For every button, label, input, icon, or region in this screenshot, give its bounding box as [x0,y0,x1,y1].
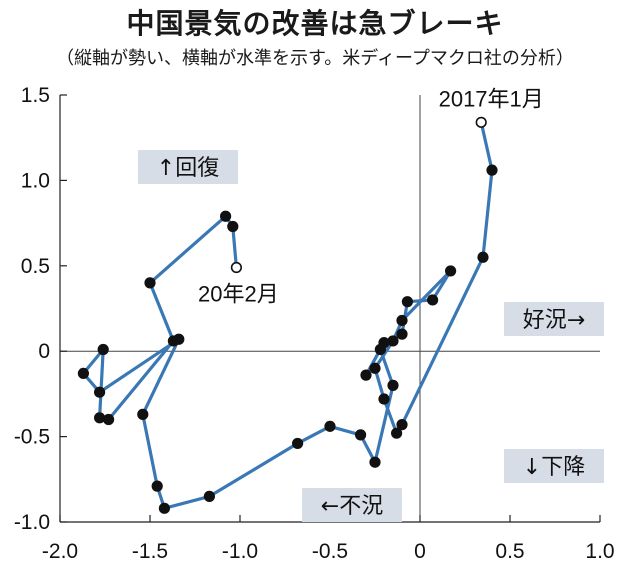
x-tick-label: -1.0 [222,540,258,563]
y-tick-label: 0.5 [21,255,50,278]
data-point [445,265,457,277]
data-point [355,429,367,441]
data-point [227,220,239,233]
y-tick-label: -0.5 [14,426,50,449]
data-point [396,328,408,340]
data-point [94,412,106,424]
data-point [103,413,115,426]
data-point [94,386,106,398]
data-point [486,164,498,176]
quadrant-label-right: 好況→ [504,302,604,336]
x-tick-label: -1.5 [132,540,168,563]
x-tick-label: 1.0 [585,540,614,563]
y-tick-label: 1.0 [21,169,50,192]
quadrant-label-down: ↓下降 [504,449,604,483]
quadrant-text: ↑回復 [157,156,219,181]
data-point [203,490,215,502]
chart-ticks: -2.0 -1.5 -1.0 -0.5 0 0.5 1.0 1.5 1.0 0.5 0 -0.5 -1.… [14,84,615,563]
data-point [387,379,399,391]
data-point [391,427,403,439]
quadrant-label-left: ←不況 [302,488,402,522]
data-point [401,296,413,308]
y-tick-label: -1.0 [14,511,50,534]
data-point [137,408,149,420]
start-label: 2017年1月 [439,86,544,111]
data-point [360,369,372,381]
data-point [220,210,232,222]
data-point [477,251,489,263]
x-tick-label: 0 [414,540,426,563]
quadrant-text: ←不況 [321,494,383,519]
quadrant-label-up: ↑回復 [138,150,238,184]
start-point [475,116,487,128]
y-tick-label: 0 [38,340,50,363]
data-point [374,343,386,356]
data-point [292,437,304,450]
quadrant-text: ↓下降 [523,455,585,480]
y-tick-label: 1.5 [21,84,50,107]
data-point [427,294,439,306]
chart-title: 中国景気の改善は急ブレーキ [126,7,504,40]
data-point [97,343,109,356]
data-point [369,362,381,374]
end-point [230,261,242,274]
data-point [324,420,336,432]
chart-annotations: 2017年1月 20年2月 [198,86,544,306]
chart-subtitle: （縦軸が勢い、横軸が水準を示す。米ディープマクロ社の分析） [56,48,574,69]
data-point [369,456,381,468]
quadrant-box [138,150,238,184]
data-point [158,502,170,514]
x-tick-label: -0.5 [312,540,348,563]
data-point [387,335,399,347]
data-point [396,314,408,327]
quadrant-box [504,302,604,336]
end-label: 20年2月 [198,282,279,307]
data-point [144,277,156,289]
data-point [77,367,89,380]
quadrant-box [504,449,604,483]
data-point [396,419,408,431]
data-point [378,393,390,405]
quadrant-text: 好況→ [523,308,585,333]
x-tick-label: 0.5 [495,540,524,563]
data-point [167,335,179,347]
data-point [151,480,163,492]
quadrant-box [302,488,402,522]
x-tick-label: -2.0 [42,540,78,563]
chart-series [77,116,498,514]
